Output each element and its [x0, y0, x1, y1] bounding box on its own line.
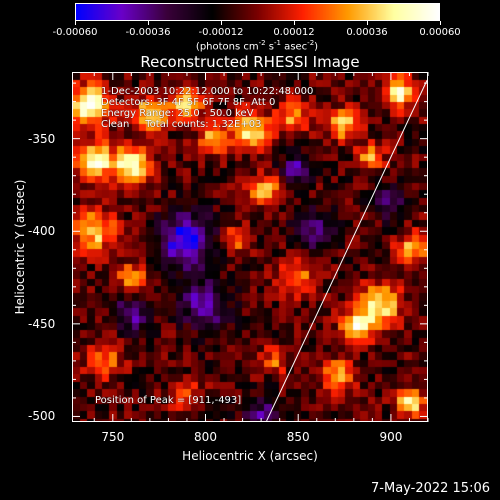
colorbar-tick-mark	[148, 21, 149, 25]
x-tick-label: 850	[286, 430, 310, 444]
annotation-clean: Clean Total counts: 1.32E+03	[101, 119, 262, 130]
annotation-peak: Position of Peak = [911,-493]	[95, 395, 242, 406]
colorbar-tick-mark	[367, 21, 368, 25]
colorbar-tick-label: -0.00012	[198, 27, 244, 38]
annotation-time: 1-Dec-2003 10:22:12.000 to 10:22:48.000	[101, 86, 314, 97]
y-tick-label: -450	[28, 316, 56, 331]
plot-timestamp: 7-May-2022 15:06	[371, 481, 490, 496]
x-tick-label: 800	[194, 430, 217, 444]
colorbar	[75, 3, 440, 21]
annotation-energy: Energy Range: 25.0 - 50.0 keV	[101, 108, 254, 119]
colorbar-tick-label: -0.00036	[125, 27, 171, 38]
x-tick-label: 750	[101, 430, 125, 444]
y-axis-label: Heliocentric Y (arcsec)	[13, 179, 27, 315]
x-axis-label: Heliocentric X (arcsec)	[182, 449, 318, 463]
colorbar-tick-label: 0.00012	[273, 27, 315, 38]
colorbar-units: (photons cm-2 s-1 asec-2)	[195, 39, 319, 53]
colorbar-tick-label: 0.00036	[346, 27, 388, 38]
chart-title: Reconstructed RHESSI Image	[140, 53, 360, 71]
colorbar-tick-label: -0.00060	[52, 27, 98, 38]
plot-area: 1-Dec-2003 10:22:12.000 to 10:22:48.000 …	[72, 72, 428, 422]
colorbar-tick-mark	[75, 21, 76, 25]
x-tick-label: 900	[379, 430, 403, 444]
colorbar-tick-label: 0.00060	[419, 27, 461, 38]
colorbar-tick-mark	[294, 21, 295, 25]
y-tick-label: -500	[28, 409, 56, 424]
colorbar-tick-mark	[221, 21, 222, 25]
solar-limb-line	[266, 80, 427, 421]
colorbar-tick-mark	[440, 21, 441, 25]
overlay	[266, 80, 427, 421]
y-tick-label: -350	[28, 131, 56, 146]
heatmap-image	[73, 73, 427, 421]
y-tick-label: -400	[28, 224, 56, 239]
annotation-detectors: Detectors: 3F 4F 5F 6F 7F 8F, Att 0	[101, 97, 276, 108]
